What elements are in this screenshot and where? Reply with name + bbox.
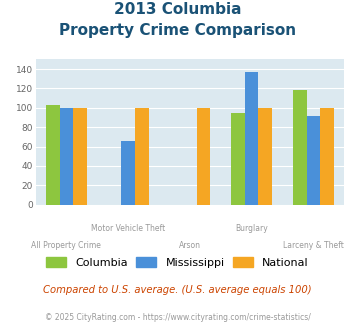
Bar bbox=[135, 108, 148, 205]
Bar bbox=[197, 108, 210, 205]
Text: All Property Crime: All Property Crime bbox=[32, 241, 101, 250]
Text: Burglary: Burglary bbox=[235, 224, 268, 233]
Bar bbox=[245, 72, 258, 205]
Bar bbox=[231, 113, 245, 205]
Bar bbox=[293, 90, 307, 205]
Bar bbox=[73, 108, 87, 205]
Bar bbox=[320, 108, 334, 205]
Text: Larceny & Theft: Larceny & Theft bbox=[283, 241, 344, 250]
Text: Motor Vehicle Theft: Motor Vehicle Theft bbox=[91, 224, 165, 233]
Bar bbox=[121, 141, 135, 205]
Bar bbox=[46, 105, 60, 205]
Legend: Columbia, Mississippi, National: Columbia, Mississippi, National bbox=[40, 251, 315, 273]
Bar bbox=[258, 108, 272, 205]
Text: Compared to U.S. average. (U.S. average equals 100): Compared to U.S. average. (U.S. average … bbox=[43, 285, 312, 295]
Text: Arson: Arson bbox=[179, 241, 201, 250]
Bar bbox=[60, 108, 73, 205]
Bar bbox=[307, 115, 320, 205]
Text: 2013 Columbia: 2013 Columbia bbox=[114, 2, 241, 16]
Text: Property Crime Comparison: Property Crime Comparison bbox=[59, 23, 296, 38]
Text: © 2025 CityRating.com - https://www.cityrating.com/crime-statistics/: © 2025 CityRating.com - https://www.city… bbox=[45, 313, 310, 322]
